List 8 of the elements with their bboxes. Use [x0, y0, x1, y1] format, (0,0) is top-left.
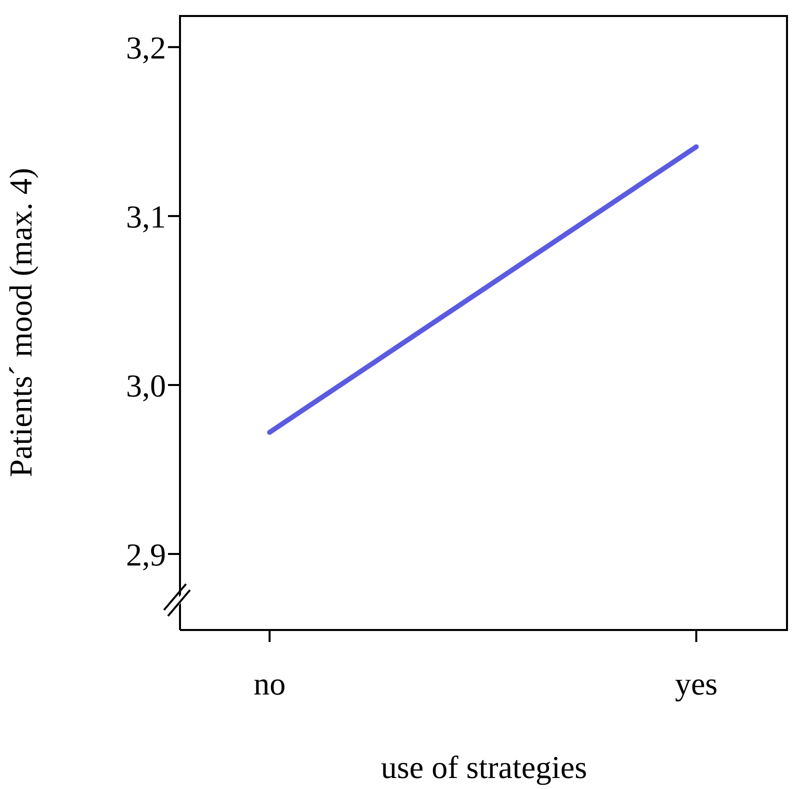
y-tick-label: 2,9: [126, 536, 166, 572]
y-tick-label: 3,0: [126, 367, 166, 404]
y-tick-label: 3,1: [126, 198, 166, 234]
y-axis-title: Patients´ mood (max. 4): [2, 168, 38, 478]
x-tick-label: yes: [674, 666, 718, 702]
x-tick-label: no: [254, 666, 286, 702]
x-axis-title: use of strategies: [380, 749, 588, 785]
y-tick-label: 3,2: [126, 29, 166, 66]
